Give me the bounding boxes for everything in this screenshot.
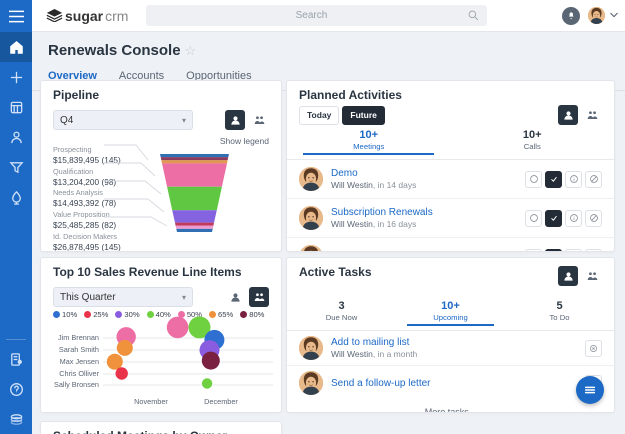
svg-text:December: December (204, 397, 238, 406)
svg-text:November: November (134, 397, 168, 406)
svg-text:Chris Olliver: Chris Olliver (59, 369, 99, 378)
svg-text:Sally Bronsen: Sally Bronsen (54, 380, 99, 389)
svg-text:Jim Brennan: Jim Brennan (58, 333, 99, 342)
svg-text:Max Jensen: Max Jensen (60, 357, 99, 366)
svg-text:Sarah Smith: Sarah Smith (59, 345, 99, 354)
